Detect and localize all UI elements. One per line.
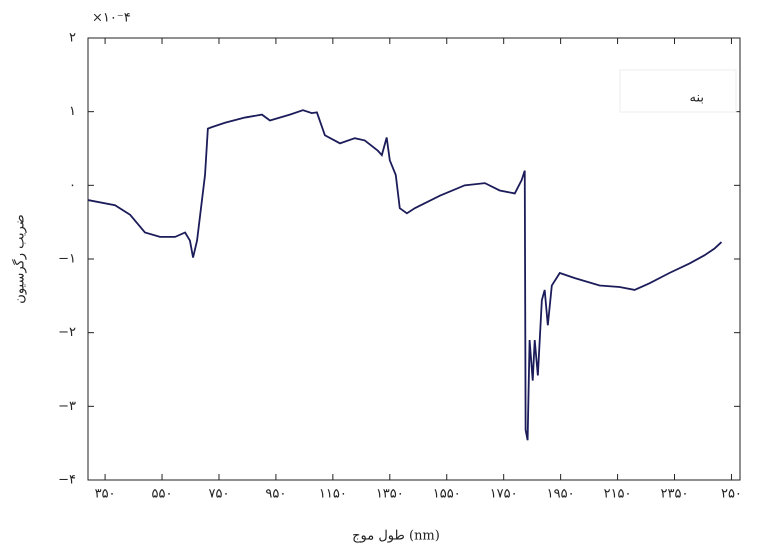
y-tick-label: −۴ — [58, 473, 76, 488]
y-tick-label: −۱ — [58, 252, 76, 267]
y-tick-label: ۲ — [69, 31, 76, 46]
y-multiplier: ×۱۰⁻۴ — [92, 11, 131, 26]
x-tick-label: ۷۵۰ — [208, 487, 229, 502]
x-tick-label: ۱۹۵۰ — [547, 487, 575, 502]
y-tick-label: −۲ — [58, 325, 76, 340]
x-tick-label: ۱۵۵۰ — [433, 487, 461, 502]
y-tick-label: ۱ — [69, 104, 76, 119]
x-tick-label: ۲۳۵۰ — [661, 487, 689, 502]
y-axis-label: ضریب رگرسیون — [12, 214, 28, 303]
x-tick-label: ۱۱۵۰ — [319, 487, 347, 502]
y-tick-label: −۳ — [58, 399, 76, 414]
y-tick-label: ۰ — [69, 178, 76, 193]
x-tick-label: ۳۵۰ — [95, 487, 116, 502]
x-tick-label: ۵۵۰ — [152, 487, 173, 502]
x-tick-label: ۱۷۵۰ — [490, 487, 518, 502]
legend-box — [619, 69, 737, 113]
x-tick-label: ۲۵۰ — [721, 487, 742, 502]
x-tick-label: ۲۱۵۰ — [604, 487, 632, 502]
x-axis-label: طول موج (nm) — [352, 529, 440, 544]
data-line — [87, 109, 723, 441]
x-tick-label: ۹۵۰ — [265, 487, 286, 502]
x-tick-label: ۱۳۵۰ — [376, 487, 404, 502]
legend-label: بنه — [689, 91, 704, 106]
